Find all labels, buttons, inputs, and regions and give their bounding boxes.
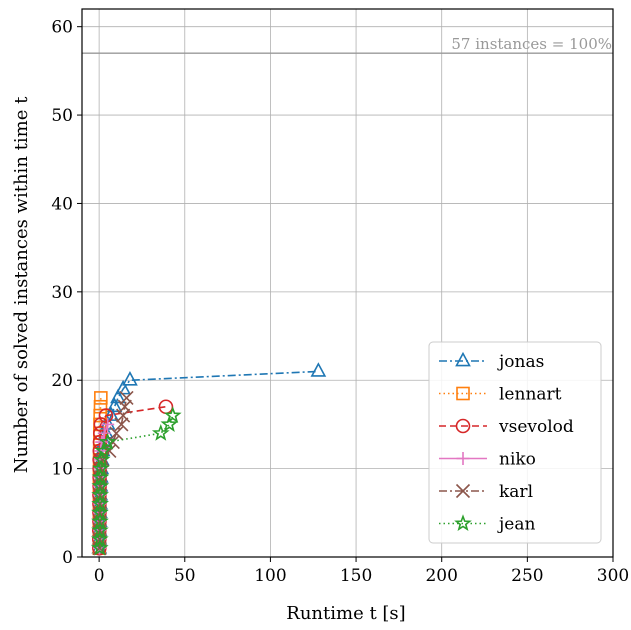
y-tick-label: 30 [51, 283, 73, 303]
legend-entry-lennart: lennart [439, 385, 562, 405]
data-point-jean [92, 450, 111, 468]
legend-entry-karl: karl [439, 482, 533, 502]
legend-label-karl: karl [499, 482, 533, 502]
data-point-niko [101, 417, 115, 431]
series-line-jonas [98, 370, 319, 549]
legend-entry-niko: niko [439, 450, 536, 470]
data-point-jonas [310, 362, 327, 377]
data-point-jean [98, 432, 117, 450]
series-jonas [91, 362, 327, 554]
x-tick-label: 0 [94, 566, 105, 586]
legend-label-niko: niko [499, 450, 536, 470]
grid [82, 9, 614, 558]
series-line-vsevolod [98, 405, 167, 549]
data-point-jonas [110, 388, 126, 404]
legend: jonas lennart vsevolod niko karl jean [428, 341, 602, 544]
legend-marker-jonas [455, 351, 471, 367]
legend-label-jean: jean [497, 515, 535, 535]
x-tick-label: 100 [254, 566, 286, 586]
legend-entry-vsevolod: vsevolod [439, 417, 574, 437]
legend-marker-jean [454, 514, 472, 532]
x-tick-label: 250 [511, 566, 543, 586]
reference-line-label: 57 instances = 100% [451, 35, 612, 53]
data-point-jean [160, 415, 179, 432]
data-point-jean [163, 406, 182, 424]
plot-frame [81, 8, 614, 558]
x-tick-label: 50 [174, 566, 196, 586]
series-jean [90, 406, 182, 556]
data-point-jonas [106, 397, 123, 413]
data-point-karl [116, 408, 131, 423]
x-tick-label: 150 [340, 566, 372, 586]
y-tick-label: 0 [62, 548, 73, 568]
y-axis-label: Number of solved instances within time t [11, 96, 32, 473]
x-tick-label: 200 [425, 566, 457, 586]
x-tick-label: 300 [597, 566, 629, 586]
legend-marker-karl [455, 483, 471, 499]
y-tick-label: 40 [51, 194, 73, 214]
data-point-vsevolod [98, 408, 114, 423]
legend-box [428, 341, 602, 544]
x-axis-label: Runtime t [s] [286, 603, 405, 624]
legend-marker-lennart [456, 386, 470, 401]
data-point-karl [117, 399, 132, 414]
legend-label-lennart: lennart [499, 385, 562, 405]
legend-label-vsevolod: vsevolod [498, 417, 574, 437]
data-point-karl [114, 417, 129, 432]
legend-marker-niko [456, 452, 470, 465]
reference-line-group: 57 instances = 100% [82, 35, 613, 54]
legend-marker-vsevolod [455, 418, 471, 434]
y-tick-label: 50 [51, 106, 73, 126]
x-axis-ticks: 0 50 100 150 200 250 300 [94, 557, 629, 586]
legend-entry-jonas: jonas [439, 351, 544, 372]
y-tick-label: 10 [51, 460, 73, 480]
data-point-jean [94, 441, 113, 459]
data-point-karl [119, 390, 134, 405]
data-point-karl [109, 426, 124, 441]
data-point-jonas [122, 371, 138, 386]
data-point-jean [151, 423, 170, 441]
series-group [90, 362, 327, 556]
data-point-lennart [94, 391, 108, 405]
y-tick-label: 20 [51, 371, 73, 391]
data-point-niko [97, 426, 111, 440]
legend-entry-jean: jean [439, 514, 535, 535]
legend-label-jonas: jonas [497, 352, 544, 372]
y-axis-ticks: 0 10 20 30 40 50 60 [51, 18, 82, 568]
y-tick-label: 60 [51, 18, 73, 38]
